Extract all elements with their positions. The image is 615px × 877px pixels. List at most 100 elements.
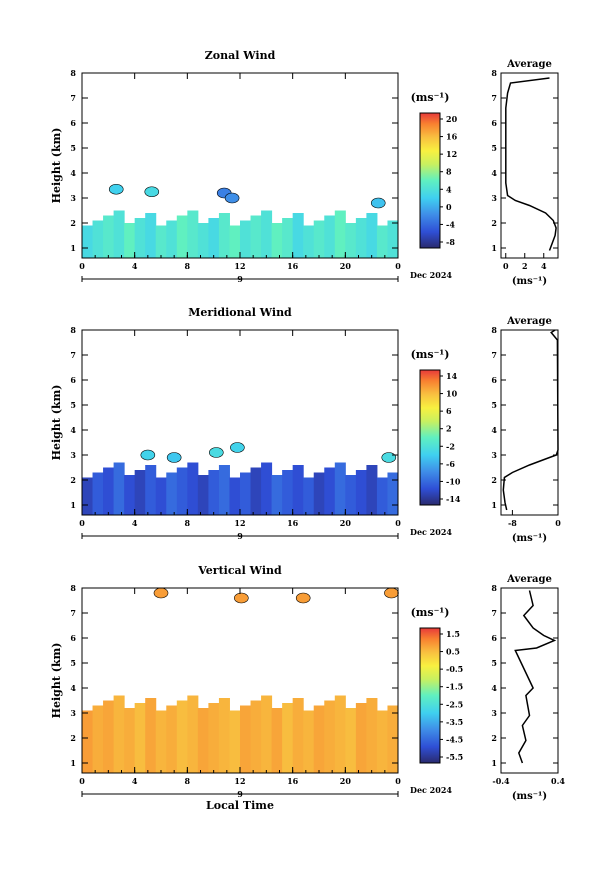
colorbar-tick-label: 2	[446, 424, 452, 434]
date-label: Dec 2024	[410, 527, 452, 537]
heatmap-cell	[208, 218, 220, 258]
heatmap-cell	[82, 225, 94, 258]
y-tick-label: 7	[70, 608, 76, 618]
average-y-tick-label: 4	[491, 425, 497, 435]
heatmap-cell	[271, 708, 283, 773]
colorbar-tick-label: -8	[446, 237, 455, 247]
heatmap-patch	[209, 447, 224, 458]
heatmap-cell	[355, 703, 367, 773]
heatmap-cell	[229, 710, 241, 773]
heatmap-cell	[166, 220, 178, 258]
average-y-tick-label: 6	[491, 118, 497, 128]
average-y-tick-label: 3	[491, 193, 497, 203]
x-tick-label: 0	[79, 261, 85, 271]
heatmap-cell	[313, 220, 325, 258]
colorbar	[419, 627, 441, 764]
heatmap-cells	[82, 183, 399, 258]
heatmap-cell	[250, 215, 262, 258]
average-profile-line	[502, 329, 559, 511]
colorbar-tick-label: -2.5	[446, 699, 463, 709]
y-tick-label: 1	[70, 243, 76, 253]
colorbar-tick-label: 16	[446, 132, 458, 142]
y-tick-label: 6	[70, 118, 76, 128]
heatmap-cell	[187, 462, 199, 515]
average-y-tick-label: 8	[491, 583, 497, 593]
heatmap-cell	[187, 695, 199, 773]
x-tick-label: 0	[79, 518, 85, 528]
x-tick-label: 0	[395, 776, 401, 786]
heatmap-cell	[271, 223, 283, 258]
average-x-axis-label: (ms⁻¹)	[512, 533, 547, 544]
heatmap-cell	[197, 223, 209, 258]
heatmap-cell	[282, 470, 294, 515]
colorbar-tick-label: 20	[446, 114, 458, 124]
colorbar-tick-label: -3.5	[446, 717, 463, 727]
y-axis-label: Height (km)	[50, 385, 63, 461]
y-tick-label: 6	[70, 633, 76, 643]
colorbar-tick-label: -0.5	[446, 664, 463, 674]
date-label: Dec 2024	[410, 270, 452, 280]
y-tick-label: 2	[70, 475, 76, 485]
heatmap-cell	[376, 225, 388, 258]
average-y-tick-label: 3	[491, 450, 497, 460]
average-y-tick-label: 1	[491, 500, 497, 510]
x-tick-label: 8	[185, 776, 191, 786]
heatmap-cell	[218, 213, 230, 258]
average-x-axis-label: (ms⁻¹)	[512, 791, 547, 802]
heatmap-cell	[218, 465, 230, 515]
heatmap-cell	[208, 470, 220, 515]
colorbar-tick-label: 14	[446, 371, 458, 381]
heatmap-cell	[103, 215, 115, 258]
y-axis-label: Height (km)	[50, 643, 63, 719]
average-x-tick-label: 0	[503, 261, 509, 271]
x-tick-label: 12	[234, 776, 245, 786]
heatmap-cell	[387, 220, 399, 258]
heatmap-cell	[334, 210, 346, 258]
y-tick-label: 4	[70, 168, 76, 178]
heatmap-cell	[303, 225, 315, 258]
heatmap-cell	[355, 218, 367, 258]
colorbar-tick-label: -4.5	[446, 734, 463, 744]
heatmap-cell	[155, 225, 167, 258]
heatmap-cell	[145, 213, 157, 258]
heatmap-cell	[82, 477, 94, 515]
x-tick-label: 0	[395, 261, 401, 271]
colorbar-unit-label: (ms⁻¹)	[411, 348, 450, 361]
panel-title: Vertical Wind	[197, 564, 282, 577]
heatmap-cell	[376, 710, 388, 773]
heatmap-patch	[166, 452, 182, 463]
heatmap-cell	[176, 215, 188, 258]
heatmap-cell	[134, 470, 146, 515]
colorbar-tick-label: -5.5	[446, 752, 463, 762]
heatmap-cell	[103, 700, 115, 773]
average-title: Average	[506, 59, 552, 70]
heatmap-patch	[295, 592, 311, 604]
average-title: Average	[506, 574, 552, 585]
heatmap-cell	[166, 705, 178, 773]
heatmap-cell	[345, 708, 357, 773]
y-tick-label: 5	[70, 143, 76, 153]
heatmap-cell	[292, 465, 304, 515]
heatmap-cell	[376, 477, 388, 515]
average-y-tick-label: 1	[491, 243, 497, 253]
y-tick-label: 7	[70, 350, 76, 360]
heatmap-cells	[82, 442, 399, 515]
x-tick-label: 20	[340, 776, 352, 786]
colorbar-tick-label: 10	[446, 389, 458, 399]
colorbar	[419, 369, 441, 506]
heatmap-patch	[381, 452, 397, 463]
average-y-tick-label: 3	[491, 708, 497, 718]
heatmap-cell	[155, 477, 167, 515]
y-tick-label: 5	[70, 658, 76, 668]
heatmap-cell	[313, 472, 325, 515]
heatmap-cell	[166, 472, 178, 515]
y-tick-label: 4	[70, 683, 76, 693]
heatmap-cell	[387, 705, 399, 773]
heatmap-cell	[113, 462, 125, 515]
heatmap-cell	[387, 472, 399, 515]
heatmap-cell	[282, 218, 294, 258]
